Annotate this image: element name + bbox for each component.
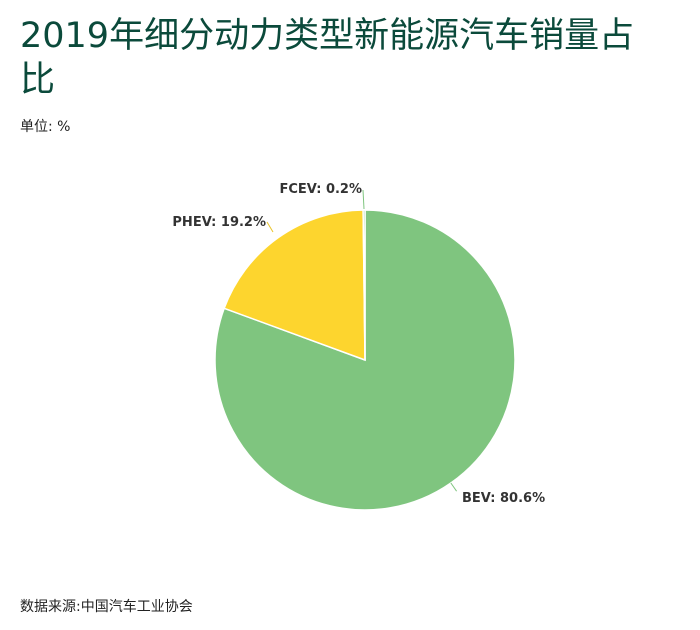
data-label-phev: PHEV: 19.2% [172, 215, 266, 230]
pie-slice-phev [223, 209, 366, 362]
chart-title: 2019年细分动力类型新能源汽车销量占比 [20, 16, 635, 100]
leader-line-bev [450, 482, 457, 492]
pie-slice-fcev [362, 209, 366, 361]
chart-unit: 单位: % [20, 119, 71, 135]
leader-line-phev [266, 221, 274, 233]
pie-slice-bev [214, 209, 516, 511]
leader-line-fcev [362, 189, 365, 210]
data-label-fcev: FCEV: 0.2% [279, 182, 362, 197]
chart-source: 数据来源:中国汽车工业协会 [20, 599, 193, 615]
data-label-bev: BEV: 80.6% [462, 491, 545, 506]
